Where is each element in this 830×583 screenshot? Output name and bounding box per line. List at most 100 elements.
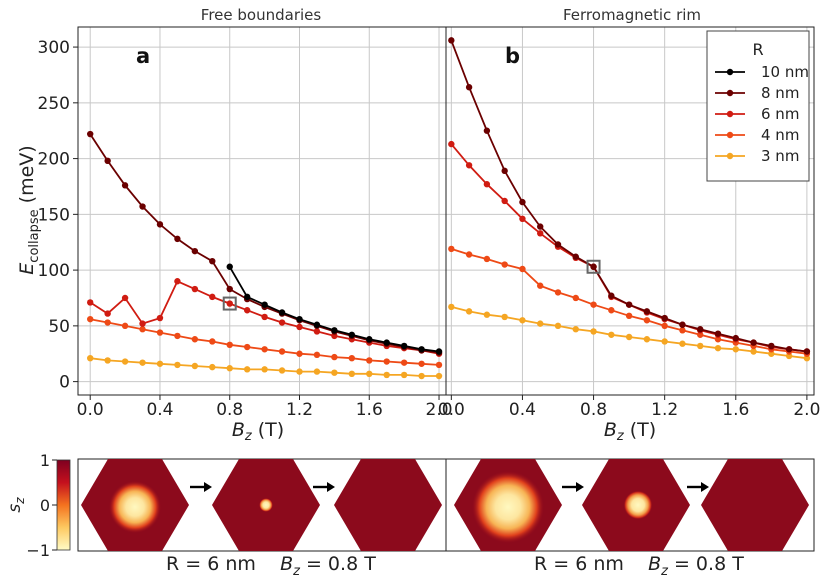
- panel-b-point-8nm-11: [643, 308, 651, 315]
- panel-b-point-4nm-5: [537, 282, 544, 289]
- panel-a-point-4nm-3: [139, 326, 146, 333]
- panel-a-point-6nm-13: [313, 328, 321, 335]
- panel-b-point-4nm-0: [448, 245, 455, 253]
- panel-a-highlight-marker: [222, 296, 237, 311]
- panel-a-point-4nm-1: [104, 319, 111, 326]
- panel-a-xtick-label-5: 2.0: [426, 400, 453, 420]
- panel-a-point-10nm-0: [226, 263, 233, 270]
- panel-b-point-3nm-20: [803, 355, 811, 362]
- panel-a-point-3nm-9: [243, 366, 251, 373]
- panel-a-point-10nm-2: [261, 301, 268, 308]
- panel-b-title: Ferromagnetic rim: [563, 6, 701, 24]
- legend-marker-3: [726, 131, 734, 139]
- panel-a-point-4nm-19: [418, 360, 425, 367]
- panel-b-point-3nm-2: [483, 311, 491, 318]
- panel-a-ytick-label-3: 150: [38, 205, 70, 225]
- panel-b-point-8nm-12: [661, 314, 668, 322]
- panel-a-point-3nm-19: [418, 372, 425, 380]
- panel-b-point-4nm-2: [483, 255, 491, 263]
- panel-a-xtick-label-3: 1.2: [286, 400, 313, 420]
- panel-b-point-3nm-15: [714, 344, 722, 352]
- panel-b-point-3nm-16: [732, 346, 739, 353]
- panel-a-xlabel: Bz (T): [232, 419, 284, 444]
- panel-b-point-8nm-4: [519, 198, 526, 206]
- panel-a-frame: [77, 26, 447, 396]
- panel-a-point-3nm-15: [348, 370, 356, 378]
- panel-b-point-3nm-19: [785, 352, 793, 360]
- panel-b-point-8nm-19: [785, 346, 793, 353]
- panel-b-point-4nm-9: [608, 307, 615, 314]
- snapshot-left-skyrmion-0: [108, 480, 162, 534]
- panel-b-point-4nm-11: [643, 317, 651, 324]
- panel-a-point-6nm-12: [296, 323, 303, 331]
- panel-a-ytick-label-1: 50: [48, 317, 70, 337]
- snapshot-right-hex-2: [701, 459, 809, 551]
- panel-b-point-8nm-13: [679, 321, 686, 328]
- panel-a-xtick-label-2: 0.8: [216, 400, 243, 420]
- panel-b-point-3nm-11: [643, 336, 651, 343]
- panel-a-point-8nm-8: [226, 285, 233, 293]
- panel-a-point-4nm-10: [261, 346, 268, 353]
- snapshot-right-field-symbol: B: [648, 553, 662, 575]
- panel-a-point-4nm-14: [331, 353, 338, 361]
- snapshot-right-field-value: = 0.8 T: [667, 553, 744, 575]
- panel-b-point-6nm-1: [465, 162, 473, 169]
- legend-marker-2: [726, 110, 734, 118]
- panel-a-point-6nm-0: [87, 299, 94, 306]
- colorbar-tick-label-1: 0: [40, 496, 50, 515]
- snapshot-right-caption: R = 6 nm Bz = 0.8 T: [534, 553, 744, 579]
- panel-a-point-8nm-2: [121, 182, 129, 189]
- panel-b-point-4nm-7: [572, 294, 579, 302]
- panel-b-point-6nm-0: [448, 140, 455, 148]
- legend-label-0: 10 nm: [761, 63, 809, 81]
- panel-b-point-4nm-13: [679, 327, 686, 334]
- panel-b-point-3nm-18: [768, 350, 775, 357]
- panel-a-point-6nm-1: [104, 310, 111, 317]
- panel-b-point-8nm-18: [768, 342, 775, 350]
- panel-a-point-3nm-6: [191, 362, 199, 370]
- panel-a-point-3nm-20: [435, 372, 443, 380]
- panel-b-xtick-label-3: 1.2: [651, 400, 678, 420]
- panel-b-point-3nm-17: [750, 348, 757, 355]
- panel-a-point-10nm-1: [243, 293, 251, 301]
- panel-b-point-8nm-5: [537, 223, 544, 230]
- snapshot-row: 1 0 −1 sz: [5, 451, 815, 560]
- panel-a-point-10nm-12: [435, 348, 443, 355]
- snapshot-right-radius: R = 6 nm: [534, 553, 624, 575]
- panel-a-point-8nm-5: [174, 235, 181, 243]
- panel-b-point-3nm-8: [590, 328, 597, 335]
- panel-b-point-8nm-8: [590, 263, 597, 270]
- panel-a-ytick-label-0: 0: [59, 373, 70, 393]
- panel-b-point-4nm-3: [501, 261, 508, 268]
- panel-a-point-8nm-0: [87, 130, 94, 138]
- snapshot-images: [81, 459, 809, 551]
- panel-b-highlight-marker: [586, 259, 601, 274]
- panel-b-point-8nm-17: [750, 339, 757, 346]
- panel-a-point-3nm-13: [313, 368, 321, 375]
- panel-b-point-4nm-1: [465, 251, 473, 258]
- panel-b-xtick-label-2: 0.8: [580, 400, 607, 420]
- panel-a-point-4nm-2: [121, 322, 129, 330]
- panel-a-point-3nm-17: [383, 371, 390, 379]
- snapshot-left-field-symbol: B: [280, 553, 294, 575]
- snapshot-right-skyrmion-0: [471, 470, 545, 544]
- snapshot-left-arrow-1-head: [327, 482, 335, 492]
- panel-a-point-3nm-8: [226, 365, 233, 372]
- legend-marker-0: [726, 68, 734, 76]
- panel-a-point-6nm-7: [209, 293, 216, 301]
- panel-a-point-3nm-5: [174, 361, 181, 369]
- panel-b-point-6nm-5: [537, 230, 544, 237]
- panel-b-point-6nm-3: [501, 197, 508, 205]
- panel-a-point-4nm-0: [87, 315, 94, 323]
- panel-b-point-8nm-3: [501, 167, 508, 175]
- panel-a-point-6nm-9: [243, 307, 251, 314]
- panel-a-point-6nm-5: [174, 278, 181, 285]
- panel-b-point-8nm-15: [714, 330, 722, 337]
- panel-b-point-4nm-6: [554, 289, 562, 296]
- panel-a-point-3nm-14: [331, 369, 338, 376]
- panel-b-point-6nm-2: [483, 181, 491, 188]
- snapshot-right-field-sub: z: [661, 563, 668, 579]
- panel-b-point-8nm-0: [448, 37, 455, 44]
- panel-a-point-4nm-12: [296, 350, 303, 357]
- panel-a-point-3nm-16: [366, 370, 373, 378]
